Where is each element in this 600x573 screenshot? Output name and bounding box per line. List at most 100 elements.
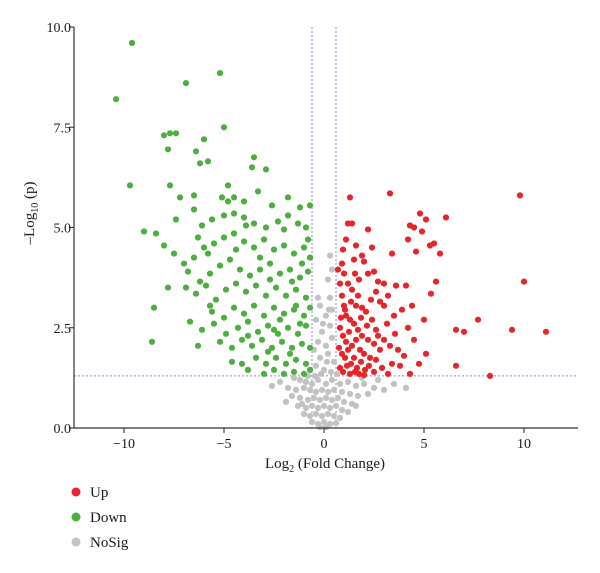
data-point-up [358, 332, 366, 339]
data-point-nosig [364, 390, 372, 397]
data-point-nosig [326, 322, 334, 329]
data-point-down [222, 286, 230, 293]
data-point-up [396, 362, 404, 369]
legend: Up Down NoSig [71, 485, 129, 551]
data-point-up [341, 306, 349, 313]
data-point-nosig [332, 420, 340, 427]
data-point-up [376, 298, 384, 305]
data-point-nosig [319, 320, 327, 327]
data-point-down [306, 344, 314, 351]
data-point-down [248, 164, 256, 171]
y-tick-label: 2.5 [54, 322, 72, 337]
data-point-down [148, 338, 156, 345]
data-point-down [164, 146, 172, 153]
legend-marker-down [71, 512, 81, 522]
data-point-down [300, 312, 308, 319]
data-point-up [436, 250, 444, 257]
data-point-down [150, 304, 158, 311]
data-point-up [384, 370, 392, 377]
data-point-up [370, 368, 378, 375]
data-point-down [240, 214, 248, 221]
data-point-down [300, 244, 308, 251]
data-point-nosig [306, 412, 314, 420]
data-point-down [250, 302, 258, 309]
data-point-up [372, 326, 380, 333]
data-point-down [306, 366, 314, 373]
data-point-up [352, 302, 360, 309]
data-point-nosig [326, 404, 334, 411]
data-point-up [367, 296, 375, 303]
data-points [112, 39, 550, 431]
data-point-up [351, 270, 359, 277]
data-point-up [352, 336, 360, 343]
x-axis-title-subscript: 2 [289, 464, 294, 475]
data-point-nosig [322, 394, 330, 401]
data-point-down [232, 280, 240, 287]
data-point-down [272, 284, 280, 291]
data-point-nosig [352, 382, 360, 389]
data-point-down [250, 154, 258, 161]
y-tick-label: 5.0 [54, 222, 72, 237]
data-point-nosig [380, 386, 388, 393]
data-point-down [276, 270, 284, 277]
data-point-up [386, 190, 394, 197]
data-point-nosig [322, 380, 330, 387]
data-point-down [270, 366, 278, 373]
data-point-up [337, 314, 345, 321]
data-point-nosig [290, 374, 298, 381]
y-axis-title: –Log10 (p) [22, 182, 41, 246]
data-point-up [516, 192, 524, 199]
data-point-down [244, 332, 252, 339]
data-point-down [182, 80, 190, 87]
data-point-up [388, 250, 396, 257]
data-point-nosig [312, 410, 320, 418]
data-point-up [364, 226, 372, 233]
data-point-up [542, 328, 550, 335]
data-point-up [360, 372, 368, 379]
data-point-up [342, 338, 350, 345]
data-point-up [442, 214, 450, 221]
data-point-up [343, 362, 351, 369]
data-point-nosig [328, 376, 336, 383]
data-point-nosig [338, 406, 346, 414]
data-point-up [350, 354, 358, 361]
data-point-up [334, 266, 342, 273]
data-point-down [294, 220, 302, 227]
data-point-up [366, 354, 374, 361]
x-tick-label: −10 [113, 437, 135, 452]
data-point-up [341, 354, 349, 361]
data-point-down [266, 260, 274, 267]
data-point-down [228, 358, 236, 365]
data-point-down [260, 236, 268, 243]
data-point-up [422, 350, 430, 357]
data-point-nosig [374, 376, 382, 383]
data-point-nosig [316, 424, 324, 431]
data-point-up [380, 336, 388, 343]
data-point-up [354, 292, 362, 299]
data-point-down [304, 236, 312, 243]
data-point-up [346, 194, 354, 201]
legend-label-down: Down [90, 510, 127, 526]
data-point-up [402, 282, 410, 289]
data-point-down [204, 250, 212, 257]
data-point-up [356, 346, 364, 353]
data-point-down [206, 270, 214, 277]
data-point-down [202, 282, 210, 289]
data-point-down [268, 344, 276, 351]
threshold-lines [74, 27, 578, 428]
data-point-down [152, 230, 160, 237]
data-point-nosig [346, 390, 354, 397]
data-point-down [192, 290, 200, 297]
legend-label-up: Up [90, 485, 108, 501]
legend-marker-nosig [71, 537, 81, 547]
data-point-down [140, 228, 148, 235]
y-axis-ticks: 0.0 2.5 5.0 7.5 10.0 [47, 21, 74, 437]
x-axis-ticks: −10 −5 0 5 10 [113, 428, 531, 452]
data-point-down [190, 206, 198, 213]
data-point-up [340, 270, 348, 277]
data-point-down [250, 220, 258, 227]
data-point-nosig [322, 342, 330, 349]
data-point-nosig [324, 350, 332, 357]
data-point-down [252, 282, 260, 289]
data-point-up [422, 216, 430, 223]
